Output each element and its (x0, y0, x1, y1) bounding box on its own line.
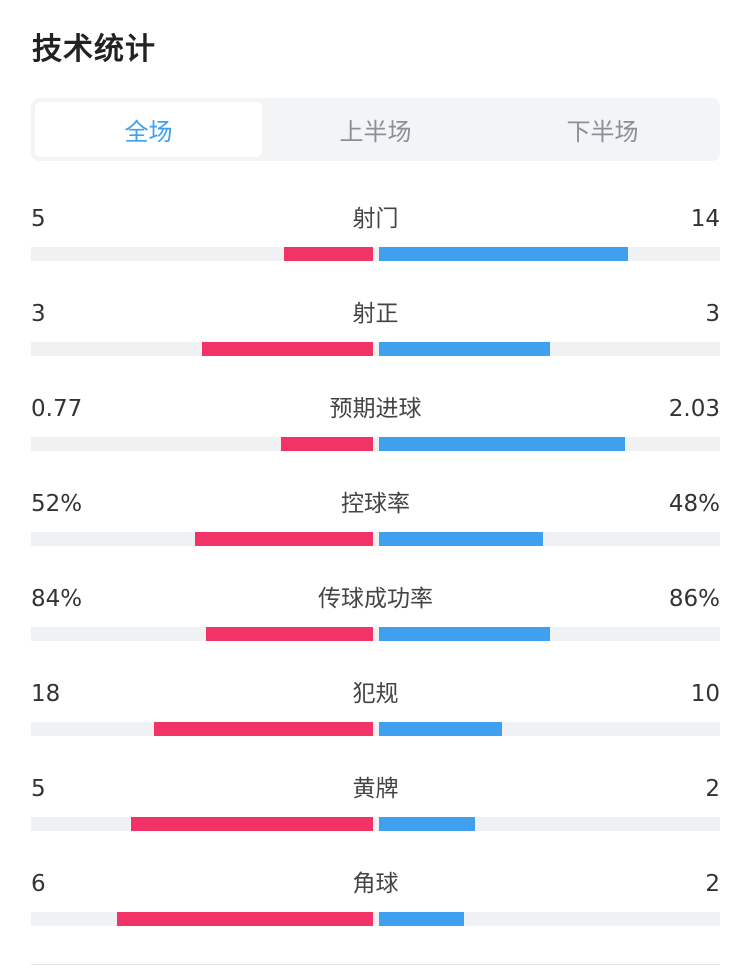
stat-bar-track (31, 817, 720, 831)
stat-bar-track (31, 247, 720, 261)
stat-label: 传球成功率 (318, 586, 433, 612)
period-tabs: 全场 上半场 下半场 (31, 98, 720, 161)
tab-first-half[interactable]: 上半场 (339, 118, 412, 146)
home-bar (130, 817, 373, 831)
away-value: 2 (705, 871, 720, 897)
home-bar (116, 912, 373, 926)
stat-label: 角球 (352, 871, 399, 897)
stat-bar-track (31, 532, 720, 546)
home-bar (201, 342, 373, 356)
away-value: 2 (705, 776, 720, 802)
stat-label: 预期进球 (329, 396, 422, 422)
away-bar (378, 342, 550, 356)
home-bar (283, 247, 373, 261)
stat-row-expected-goals: 0.77 预期进球 2.03 (31, 392, 720, 472)
home-value: 0.77 (31, 396, 83, 422)
stat-label: 黄牌 (352, 776, 399, 802)
page-title: 技术统计 (32, 32, 156, 67)
stat-bar-track (31, 342, 720, 356)
home-bar (280, 437, 373, 451)
away-value: 3 (705, 301, 720, 327)
away-value: 10 (690, 681, 720, 707)
stat-row-possession: 52% 控球率 48% (31, 487, 720, 567)
home-bar (194, 532, 373, 546)
stat-bar-track (31, 912, 720, 926)
stat-label: 射门 (352, 206, 399, 232)
home-value: 84% (31, 586, 83, 612)
away-bar (378, 437, 625, 451)
stat-row-corners: 6 角球 2 (31, 867, 720, 947)
stat-label: 犯规 (352, 681, 399, 707)
away-bar (378, 532, 543, 546)
tab-second-half[interactable]: 下半场 (566, 118, 639, 146)
home-value: 3 (31, 301, 46, 327)
away-value: 48% (668, 491, 720, 517)
home-bar (153, 722, 373, 736)
away-bar (378, 247, 628, 261)
stat-row-shots: 5 射门 14 (31, 202, 720, 282)
home-value: 6 (31, 871, 46, 897)
stat-bar-track (31, 722, 720, 736)
stat-row-pass-accuracy: 84% 传球成功率 86% (31, 582, 720, 662)
away-value: 86% (668, 586, 720, 612)
stat-label: 控球率 (341, 491, 410, 517)
stat-bar-track (31, 437, 720, 451)
home-value: 52% (31, 491, 83, 517)
home-bar (205, 627, 373, 641)
home-value: 18 (31, 681, 61, 707)
stat-row-yellow-cards: 5 黄牌 2 (31, 772, 720, 852)
stat-row-fouls: 18 犯规 10 (31, 677, 720, 757)
away-value: 14 (690, 206, 720, 232)
away-bar (378, 817, 475, 831)
home-value: 5 (31, 776, 46, 802)
bottom-divider (31, 964, 720, 965)
stat-row-shots-on-target: 3 射正 3 (31, 297, 720, 377)
tab-full-match[interactable]: 全场 (35, 102, 262, 157)
away-value: 2.03 (668, 396, 720, 422)
home-value: 5 (31, 206, 46, 232)
away-bar (378, 722, 502, 736)
stat-bar-track (31, 627, 720, 641)
stat-label: 射正 (352, 301, 399, 327)
away-bar (378, 912, 464, 926)
away-bar (378, 627, 550, 641)
